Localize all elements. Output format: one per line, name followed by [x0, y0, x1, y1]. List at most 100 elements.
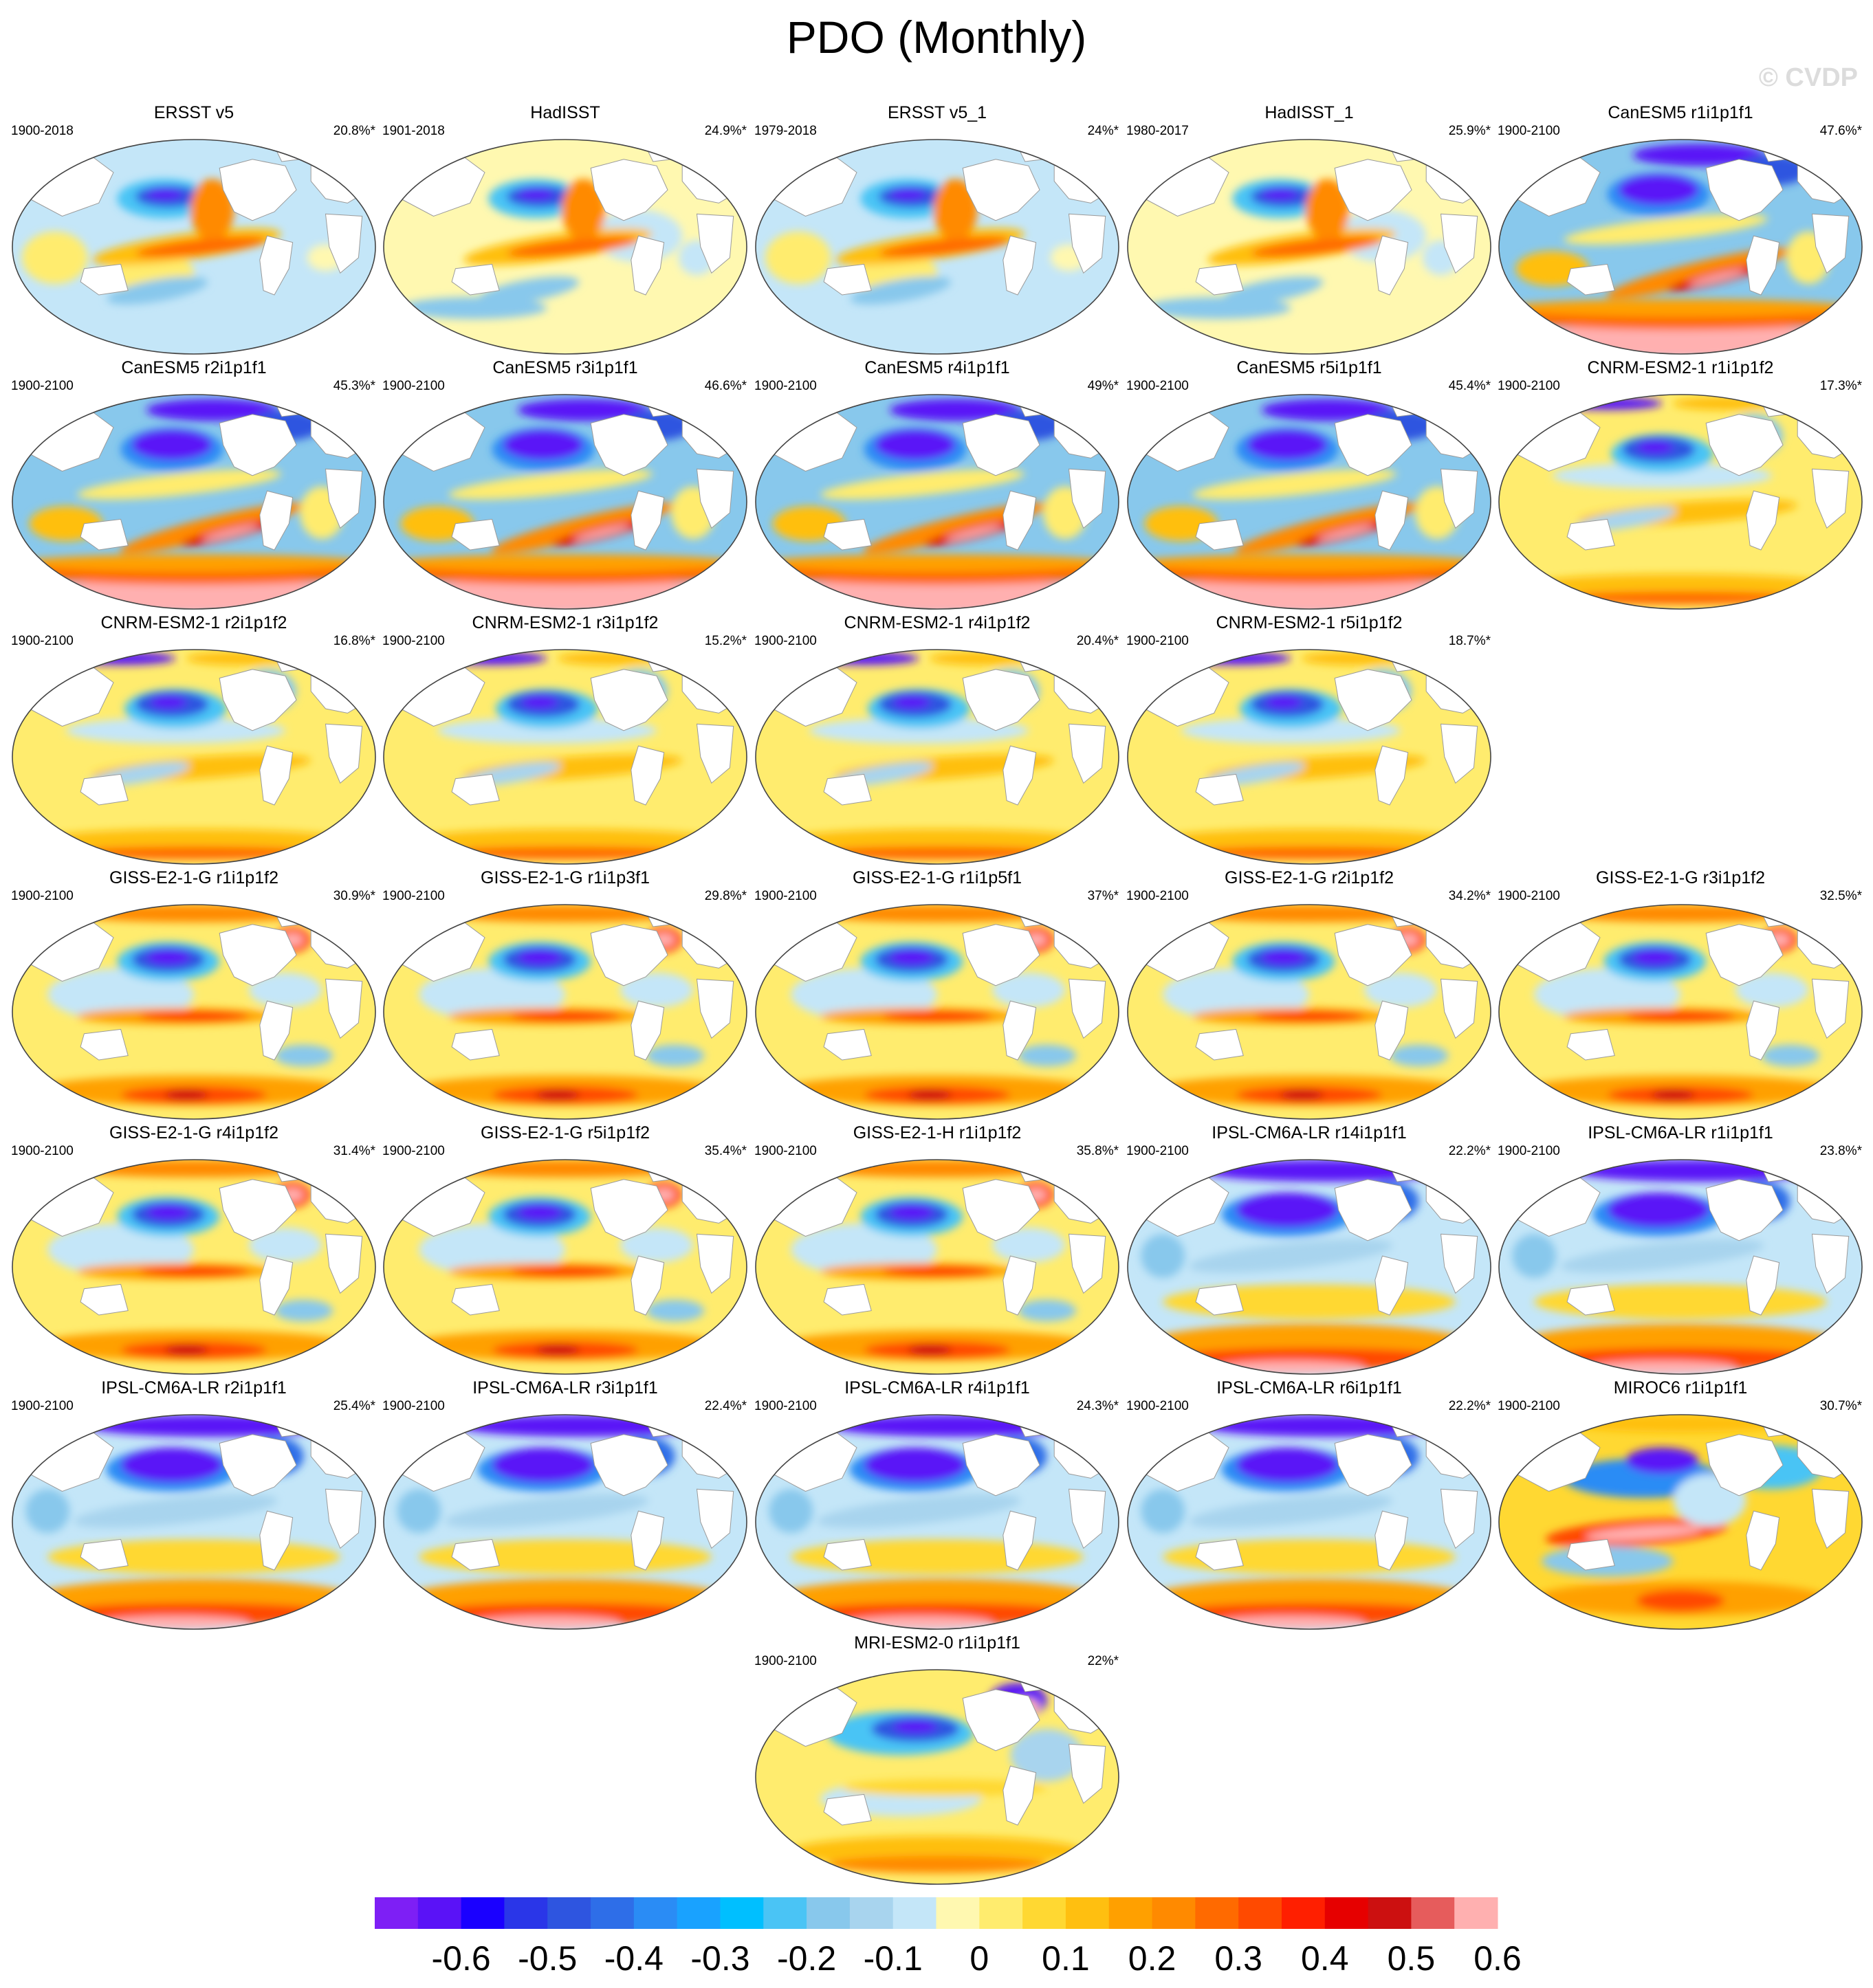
panel-title: GISS-E2-1-G r5i1p1f2 [481, 1123, 650, 1142]
anomaly-region [47, 1223, 194, 1276]
colorbar-tick-label: 0.6 [1474, 1939, 1522, 1978]
map-image [755, 1414, 1119, 1630]
anomaly-region [146, 188, 184, 200]
land-mask [1811, 1233, 1850, 1294]
panel-years: 1900-2100 [382, 1399, 445, 1413]
colorbar-swatch [1454, 1897, 1498, 1929]
map-image [12, 649, 376, 865]
colorbar-tick-label: -0.5 [518, 1939, 577, 1978]
panel-years: 1900-2100 [754, 889, 817, 903]
land-mask [1705, 1434, 1784, 1496]
map-image [383, 1414, 747, 1630]
panel-variance-pct: 32.5%* [1819, 889, 1862, 903]
map-border [12, 649, 376, 865]
panel-variance-pct: 22%* [1087, 1654, 1119, 1668]
map-image [1127, 904, 1491, 1120]
map-panel: GISS-E2-1-G r2i1p1f2 1900-2100 34.2%* [1124, 868, 1495, 1124]
map-border [383, 904, 747, 1120]
land-mask [1705, 924, 1784, 986]
land-mask [962, 669, 1040, 731]
panel-variance-pct: 16.8%* [333, 634, 375, 648]
panel-title: CanESM5 r5i1p1f1 [1236, 358, 1382, 377]
colorbar-tick-label: -0.6 [432, 1939, 491, 1978]
anomaly-region [889, 399, 1022, 421]
panel-years: 1900-2100 [1498, 124, 1560, 138]
map-panel: IPSL-CM6A-LR r6i1p1f1 1900-2100 22.2%* [1124, 1378, 1495, 1634]
map-panel: CanESM5 r4i1p1f1 1900-2100 49%* [752, 358, 1123, 614]
panel-variance-pct: 24%* [1087, 124, 1119, 138]
anomaly-region [1247, 430, 1328, 461]
panel-variance-pct: 22.2%* [1448, 1399, 1491, 1413]
anomaly-region [809, 846, 1066, 860]
map-image [755, 1669, 1119, 1885]
land-mask [259, 490, 294, 551]
anomaly-region [150, 695, 187, 709]
colorbar-swatch [1065, 1897, 1110, 1929]
land-mask [696, 1488, 734, 1549]
anomaly-region [646, 1299, 705, 1322]
panel-years: 1900-2100 [1498, 379, 1560, 393]
map-panel: CNRM-ESM2-1 r1i1p1f2 1900-2100 17.3%* [1495, 358, 1866, 614]
map-panel: CanESM5 r5i1p1f1 1900-2100 45.4%* [1124, 358, 1495, 614]
land-mask [1068, 1488, 1106, 1549]
anomaly-region [1636, 440, 1674, 454]
map-panel: HadISST 1901-2018 24.9%* [380, 103, 751, 359]
land-mask [1334, 669, 1412, 731]
land-mask [1705, 1179, 1784, 1241]
colorbar-swatch [720, 1897, 764, 1929]
anomaly-region [448, 469, 653, 500]
map-image [755, 139, 1119, 355]
land-mask [219, 1434, 297, 1496]
land-mask [1705, 159, 1784, 221]
anomaly-region [1363, 972, 1438, 1008]
land-mask [631, 745, 665, 806]
panel-title: CNRM-ESM2-1 r5i1p1f2 [1216, 613, 1403, 632]
map-border [755, 649, 1119, 865]
anomaly-region [400, 297, 547, 319]
land-mask [1440, 1233, 1478, 1294]
map-image [12, 139, 376, 355]
anomaly-region [517, 399, 650, 421]
panel-title: CNRM-ESM2-1 r1i1p1f2 [1587, 358, 1774, 377]
anomaly-region [1261, 949, 1306, 965]
map-image [1127, 139, 1491, 355]
page-title: PDO (Monthly) [786, 12, 1087, 63]
map-panel: GISS-E2-1-G r5i1p1f2 1900-2100 35.4%* [380, 1123, 751, 1379]
map-border [1498, 394, 1863, 610]
land-mask [1440, 723, 1478, 784]
map-panel: GISS-E2-1-G r3i1p1f2 1900-2100 32.5%* [1495, 868, 1866, 1124]
land-mask [80, 773, 129, 806]
anomaly-region [842, 1779, 1047, 1797]
map-image [1498, 1414, 1863, 1630]
land-mask [1811, 213, 1850, 274]
land-mask [80, 1028, 129, 1061]
colorbar-swatch [1411, 1897, 1455, 1929]
map-image [1127, 1414, 1491, 1630]
land-mask [696, 1233, 734, 1294]
anomaly-region [1236, 1447, 1339, 1483]
anomaly-region [1265, 695, 1302, 709]
panel-years: 1900-2100 [382, 1144, 445, 1158]
anomaly-region [1163, 968, 1309, 1021]
anomaly-region [77, 469, 281, 500]
anomaly-region [131, 430, 212, 461]
land-mask [1566, 518, 1615, 551]
map-panel: GISS-E2-1-G r1i1p5f1 1900-2100 37%* [752, 868, 1123, 1124]
map-image [755, 649, 1119, 865]
panel-years: 1901-2018 [382, 124, 445, 138]
panel-title: GISS-E2-1-H r1i1p1f2 [853, 1123, 1022, 1142]
panel-variance-pct: 34.2%* [1448, 889, 1491, 903]
anomaly-region [761, 554, 1113, 572]
anomaly-region [1199, 1160, 1456, 1182]
land-mask [1195, 1538, 1244, 1571]
land-mask [1374, 1255, 1409, 1316]
land-mask [259, 1000, 294, 1061]
panel-title: CanESM5 r2i1p1f1 [121, 358, 267, 377]
anomaly-region [1512, 1234, 1557, 1278]
anomaly-region [783, 828, 1091, 851]
anomaly-region [18, 554, 370, 572]
panel-title: ERSST v5_1 [887, 103, 987, 122]
anomaly-region [1192, 469, 1396, 500]
land-mask [696, 723, 734, 784]
map-image [12, 904, 376, 1120]
